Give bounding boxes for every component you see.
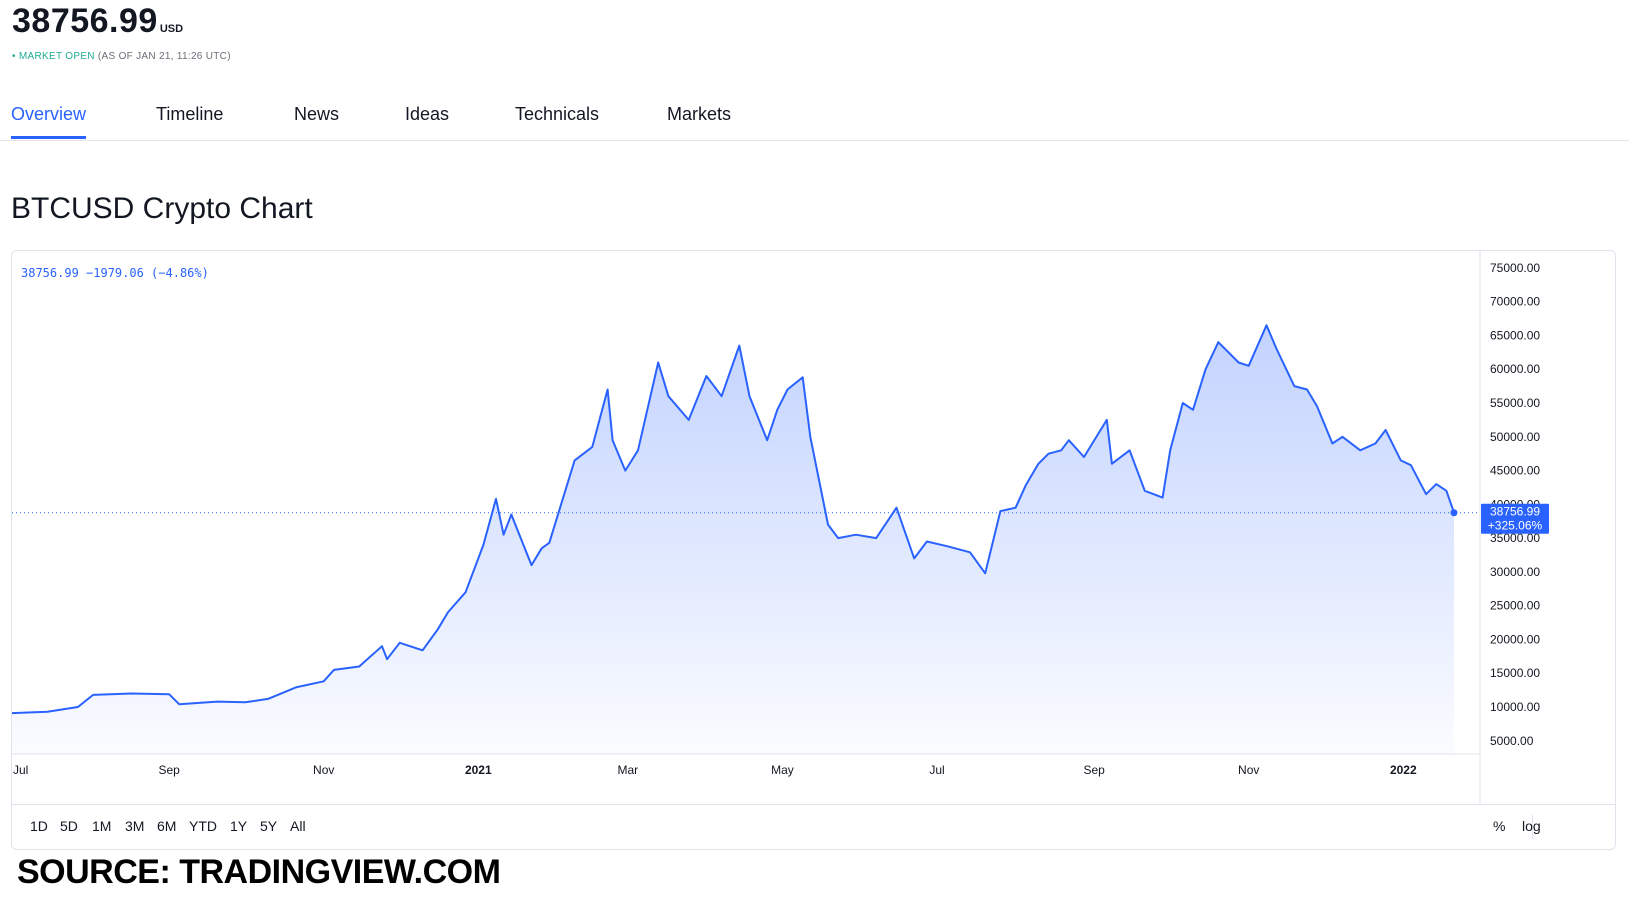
price-currency: USD <box>159 23 184 35</box>
chart-title: BTCUSD Crypto Chart <box>11 192 313 225</box>
price-header: 38756.99 USD <box>12 2 183 41</box>
last-value-badge <box>1481 503 1549 534</box>
tab-overview[interactable]: Overview <box>11 104 87 139</box>
y-tick-label: 50000.00 <box>1490 430 1540 444</box>
y-tick-label: 5000.00 <box>1490 734 1534 748</box>
x-tick-label: Jul <box>13 763 28 777</box>
x-tick-label: Mar <box>617 763 638 777</box>
log-scale-button[interactable]: log <box>1522 818 1541 834</box>
range-all-button[interactable]: All <box>290 818 306 834</box>
x-tick-label: Nov <box>1238 763 1259 777</box>
percent-scale-button[interactable]: % <box>1493 818 1506 834</box>
chart-container: 5000.00 10000.00 15000.00 20000.00 25000.00 3… <box>11 250 1616 850</box>
range-bar: 1D 5D 1M 3M 6M YTD 1Y 5Y All % log <box>12 804 1615 849</box>
price-line <box>12 324 1455 715</box>
status-dot-icon: • <box>12 51 16 62</box>
price-value: 38756.99 <box>12 2 158 40</box>
y-tick-label: 55000.00 <box>1490 396 1540 410</box>
range-divider <box>1532 815 1533 839</box>
y-tick-label: 35000.00 <box>1490 531 1540 545</box>
tab-timeline[interactable]: Timeline <box>156 104 224 124</box>
source-caption: SOURCE: TRADINGVIEW.COM <box>17 853 501 891</box>
tab-markets[interactable]: Markets <box>667 104 732 124</box>
last-price-dot <box>1450 509 1458 517</box>
range-1y-button[interactable]: 1Y <box>230 818 248 834</box>
y-tick-label: 10000.00 <box>1490 700 1540 714</box>
tab-news[interactable]: News <box>294 104 340 124</box>
y-tick-label: 20000.00 <box>1490 632 1540 646</box>
x-tick-label: 2022 <box>1390 763 1417 777</box>
range-5y-button[interactable]: 5Y <box>260 818 278 834</box>
y-tick-label: 15000.00 <box>1490 666 1540 680</box>
y-tick-label: 70000.00 <box>1490 295 1540 309</box>
chart-legend: 38756.99 −1979.06 (−4.86%) <box>21 266 209 280</box>
tab-bar: Overview Timeline News Ideas Technicals … <box>0 96 1629 141</box>
x-tick-label: 2021 <box>465 763 492 777</box>
range-1m-button[interactable]: 1M <box>92 818 112 834</box>
market-open-label: MARKET OPEN <box>18 51 95 62</box>
price-area-fill <box>12 325 1454 754</box>
x-tick-label: Jul <box>929 763 944 777</box>
range-ytd-button[interactable]: YTD <box>189 818 217 834</box>
x-tick-label: Nov <box>313 763 334 777</box>
range-3m-button[interactable]: 3M <box>125 818 145 834</box>
x-tick-label: Sep <box>158 763 180 777</box>
last-change-label: +325.06% <box>1488 519 1543 533</box>
y-tick-label: 65000.00 <box>1490 328 1540 342</box>
tab-technicals[interactable]: Technicals <box>515 104 600 124</box>
market-time: (AS OF JAN 21, 11:26 UTC) <box>97 51 231 62</box>
y-tick-label: 45000.00 <box>1490 464 1540 478</box>
market-status: • MARKET OPEN (AS OF JAN 21, 11:26 UTC) <box>12 51 231 62</box>
x-tick-label: May <box>771 763 794 777</box>
range-6m-button[interactable]: 6M <box>157 818 177 834</box>
price-chart[interactable]: 5000.00 10000.00 15000.00 20000.00 25000.00 3… <box>12 251 1615 804</box>
y-tick-label: 60000.00 <box>1490 362 1540 376</box>
y-tick-label: 30000.00 <box>1490 565 1540 579</box>
range-1d-button[interactable]: 1D <box>30 818 48 834</box>
tab-ideas[interactable]: Ideas <box>405 104 450 124</box>
last-value-label: 38756.99 <box>1490 505 1540 519</box>
x-tick-label: Sep <box>1083 763 1105 777</box>
y-tick-label: 75000.00 <box>1490 261 1540 275</box>
y-tick-label: 25000.00 <box>1490 599 1540 613</box>
range-5d-button[interactable]: 5D <box>60 818 78 834</box>
